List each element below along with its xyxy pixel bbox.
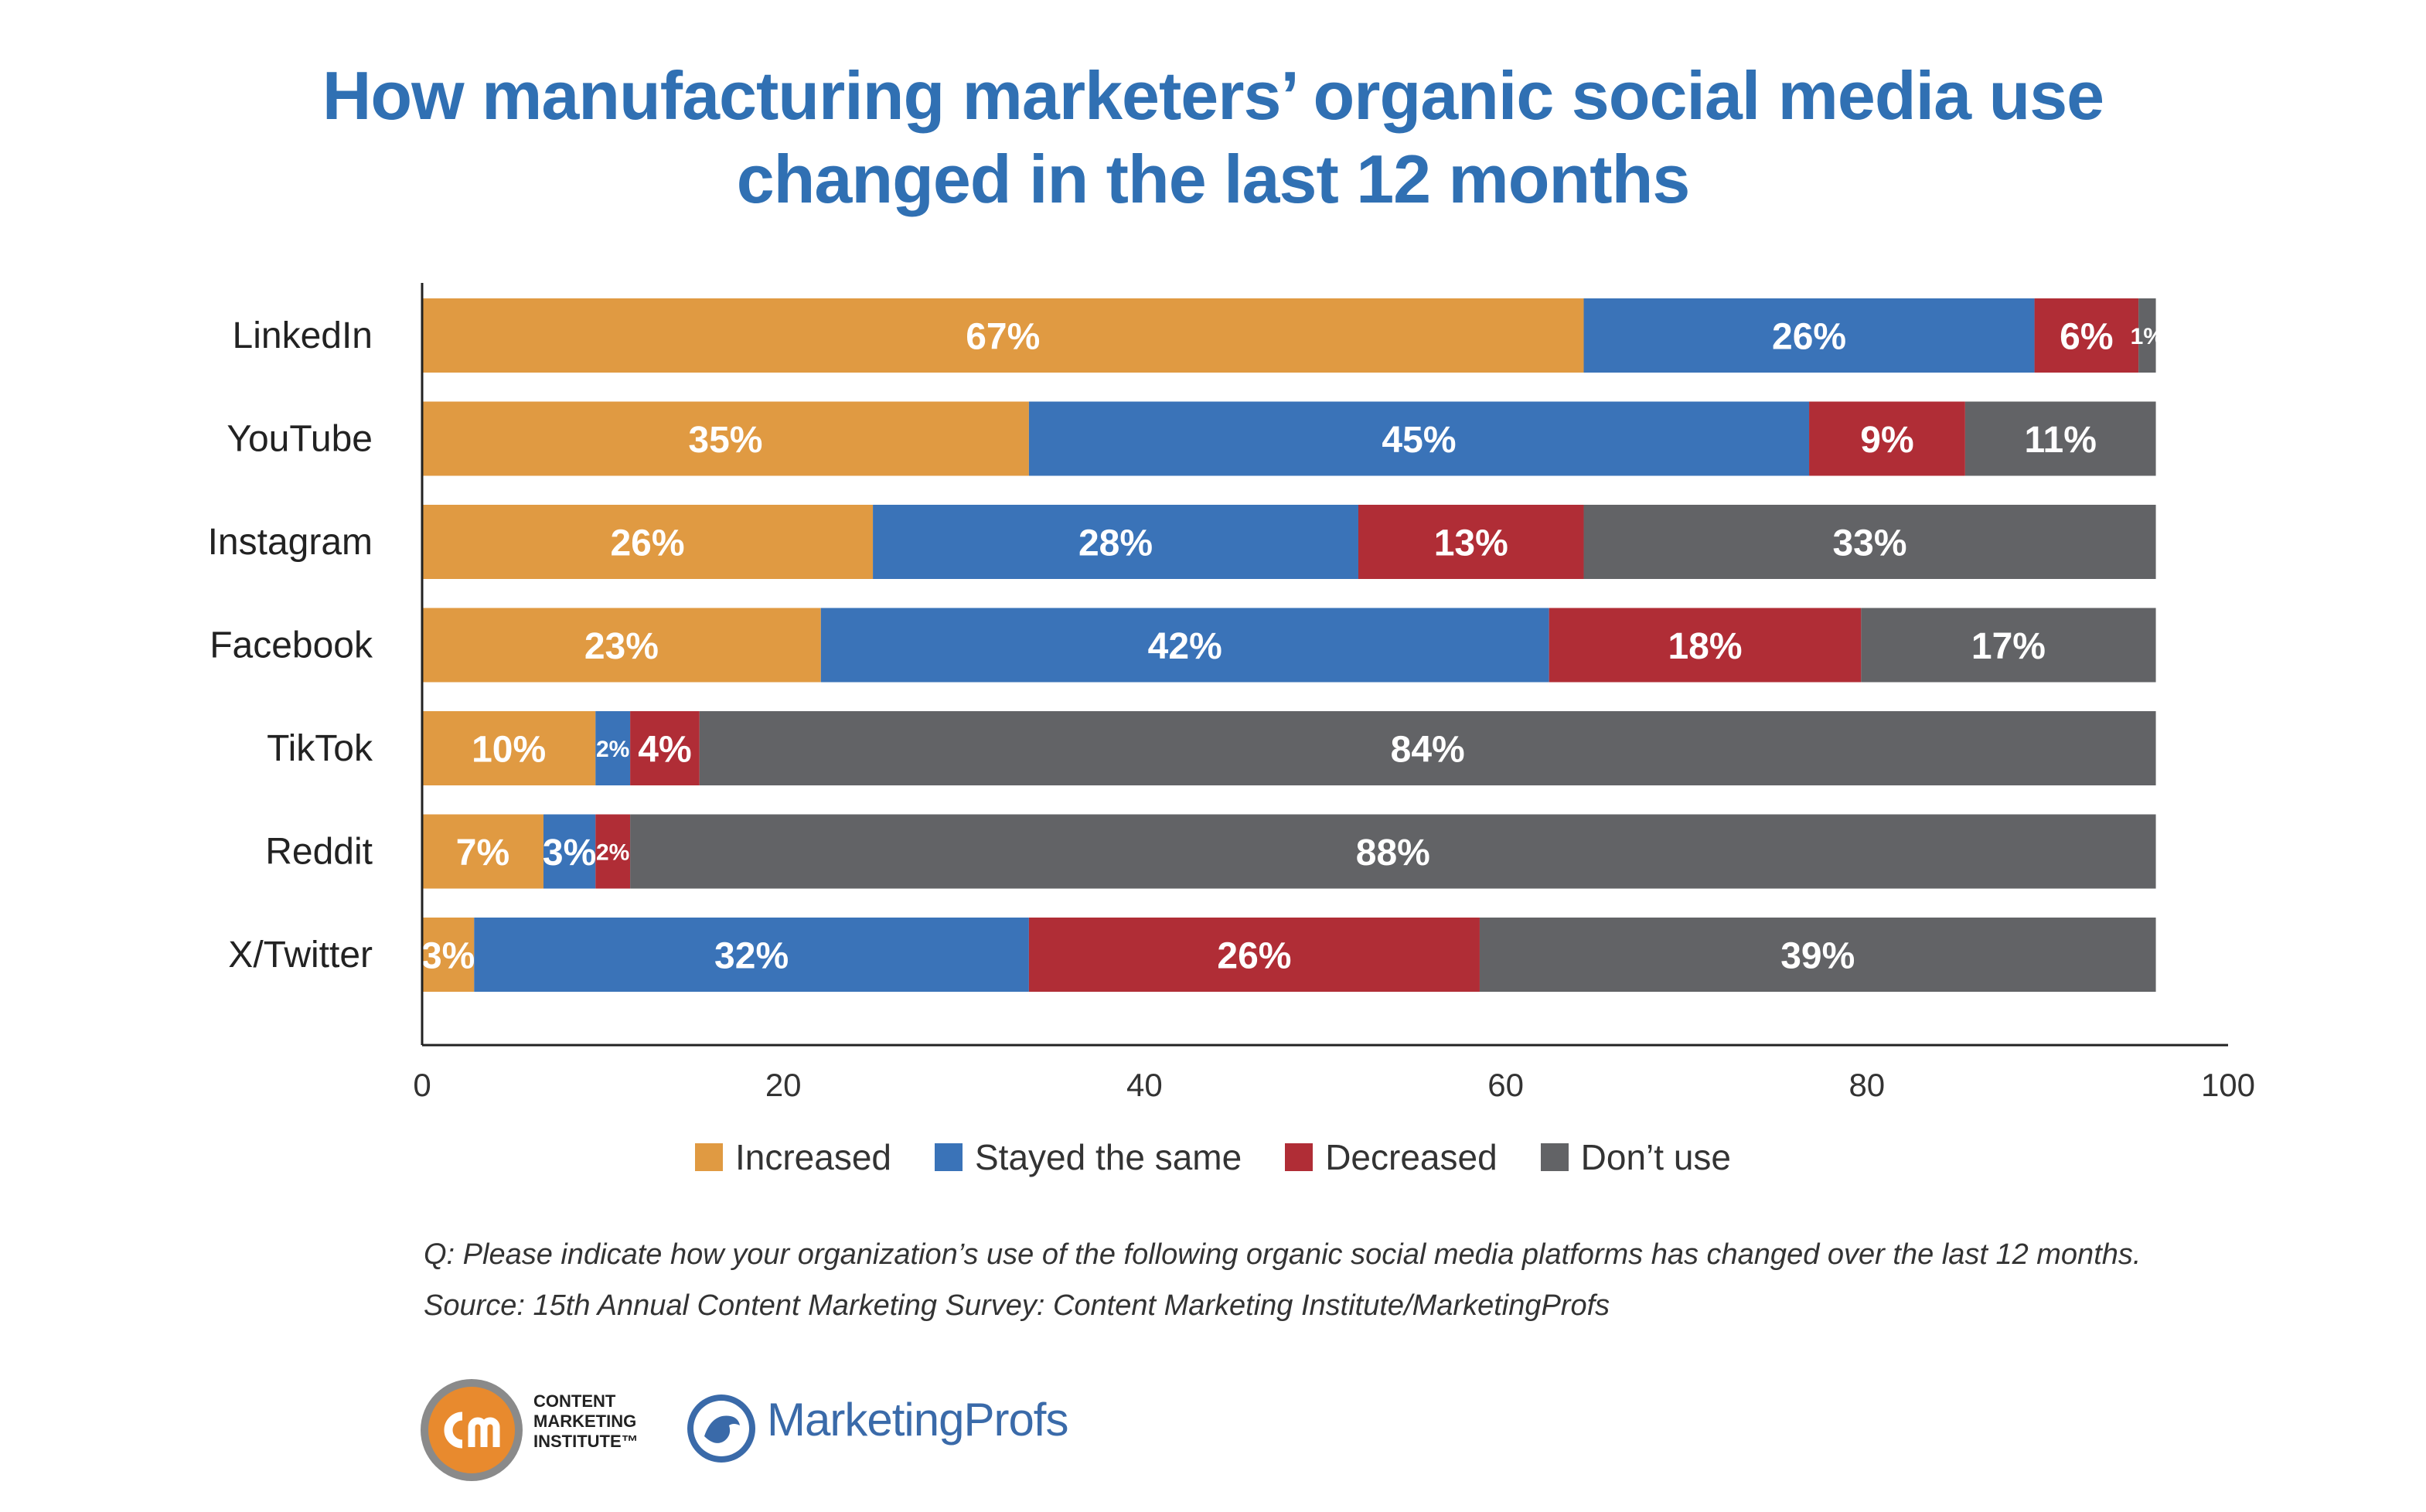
- data-label: 26%: [1772, 316, 1846, 357]
- legend-swatch: [694, 1143, 723, 1171]
- bar-segment: [422, 298, 1584, 373]
- bar-segment: [820, 608, 1549, 683]
- stacked-bar-chart: LinkedIn 67% 26% 6% 1% YouTube 35% 45% 9% 11% Inst…: [208, 283, 2255, 1103]
- legend-label: Don’t use: [1580, 1137, 1731, 1177]
- data-label: 45%: [1382, 420, 1456, 461]
- bar-segment: [873, 505, 1358, 579]
- bar-segment: [1028, 401, 1810, 476]
- x-tick-label: 80: [1848, 1067, 1885, 1103]
- data-label: 17%: [1971, 626, 2046, 667]
- bar-segment: [630, 814, 2156, 889]
- data-label: 33%: [1832, 523, 1906, 564]
- bar-segment: [474, 918, 1029, 992]
- category-label: X/Twitter: [228, 935, 373, 976]
- category-label: Facebook: [210, 625, 373, 666]
- cmi-logo-text: CONTENT MARKETING INSTITUTE™: [533, 1391, 639, 1451]
- data-label: 7%: [456, 833, 509, 873]
- legend: Increased Stayed the same Decreased Don’t u…: [0, 1136, 2426, 1178]
- bar-segment: [1028, 918, 1480, 992]
- bar-segment: [2034, 298, 2139, 373]
- legend-item: Don’t use: [1540, 1136, 1731, 1178]
- legend-item: Stayed the same: [935, 1136, 1242, 1178]
- bar-segment: [1809, 401, 1965, 476]
- data-label: 67%: [966, 316, 1040, 357]
- legend-swatch: [1285, 1143, 1314, 1171]
- data-label: 26%: [1217, 935, 1291, 976]
- chart-title: How manufacturing marketers’ organic soc…: [0, 54, 2426, 221]
- bar-segment: [630, 711, 700, 785]
- data-label: 42%: [1148, 626, 1222, 667]
- bar-segment: [422, 608, 821, 683]
- x-tick-label: 20: [765, 1067, 802, 1103]
- footnote-source: Source: 15th Annual Content Marketing Su…: [424, 1289, 1610, 1322]
- data-label: 23%: [584, 626, 659, 667]
- data-label: 39%: [1780, 935, 1855, 976]
- bar-segment: [699, 711, 2156, 785]
- data-label: 18%: [1668, 626, 1742, 667]
- content-marketing-institute-logo: [421, 1379, 523, 1481]
- bar-segment: [543, 814, 596, 889]
- marketingprofs-logo-text: MarketingProfs: [767, 1394, 1068, 1446]
- category-label: LinkedIn: [233, 315, 373, 356]
- bar-segment: [422, 505, 874, 579]
- marketingprofs-logo: [687, 1395, 755, 1463]
- category-label: Reddit: [265, 832, 373, 873]
- bar-segment: [1964, 401, 2156, 476]
- data-label: 26%: [610, 523, 684, 564]
- bar-segment: [1479, 918, 2156, 992]
- legend-item: Decreased: [1285, 1136, 1498, 1178]
- bar-segment: [1861, 608, 2156, 683]
- data-label: 13%: [1434, 523, 1508, 564]
- legend-swatch: [935, 1143, 963, 1171]
- category-label: YouTube: [227, 419, 373, 460]
- data-label: 11%: [2025, 420, 2097, 461]
- bar-segment: [422, 401, 1029, 476]
- bar-segment: [422, 814, 543, 889]
- bar-segment: [422, 711, 596, 785]
- footnote-question: Q: Please indicate how your organization…: [424, 1238, 2141, 1271]
- legend-label: Stayed the same: [975, 1137, 1242, 1177]
- x-tick-label: 100: [2201, 1067, 2255, 1103]
- bar-segment: [422, 918, 475, 992]
- data-label: 9%: [1860, 420, 1913, 461]
- x-tick-label: 60: [1487, 1067, 1524, 1103]
- x-tick-label: 40: [1126, 1067, 1163, 1103]
- data-label: 4%: [638, 729, 691, 770]
- legend-label: Decreased: [1325, 1137, 1498, 1177]
- data-label: 32%: [714, 935, 789, 976]
- chart-title-line-2: changed in the last 12 months: [736, 141, 1691, 217]
- bar-segment: [1549, 608, 1862, 683]
- data-label: 35%: [688, 420, 762, 461]
- footnote: Q: Please indicate how your organization…: [424, 1229, 2141, 1331]
- data-label: 28%: [1078, 523, 1153, 564]
- data-label: 10%: [472, 729, 546, 770]
- legend-item: Increased: [694, 1136, 891, 1178]
- x-tick-label: 0: [413, 1067, 431, 1103]
- data-label: 3%: [421, 935, 475, 976]
- data-label: 1%: [2131, 324, 2164, 349]
- chart-title-line-1: How manufacturing marketers’ organic soc…: [322, 57, 2104, 134]
- data-label: 6%: [2060, 316, 2113, 357]
- bar-segment: [1583, 505, 2156, 579]
- bar-segment: [595, 814, 631, 889]
- data-label: 84%: [1391, 729, 1465, 770]
- data-label: 2%: [596, 839, 629, 865]
- data-label: 88%: [1356, 833, 1430, 873]
- bar-segment: [2138, 298, 2156, 373]
- category-label: Instagram: [208, 522, 373, 563]
- bar-segment: [1583, 298, 2035, 373]
- bar-segment: [1358, 505, 1584, 579]
- category-label: TikTok: [267, 728, 373, 769]
- data-label: 3%: [543, 833, 596, 873]
- legend-label: Increased: [734, 1137, 891, 1177]
- legend-swatch: [1540, 1143, 1569, 1171]
- data-label: 2%: [596, 737, 629, 762]
- bar-segment: [595, 711, 631, 785]
